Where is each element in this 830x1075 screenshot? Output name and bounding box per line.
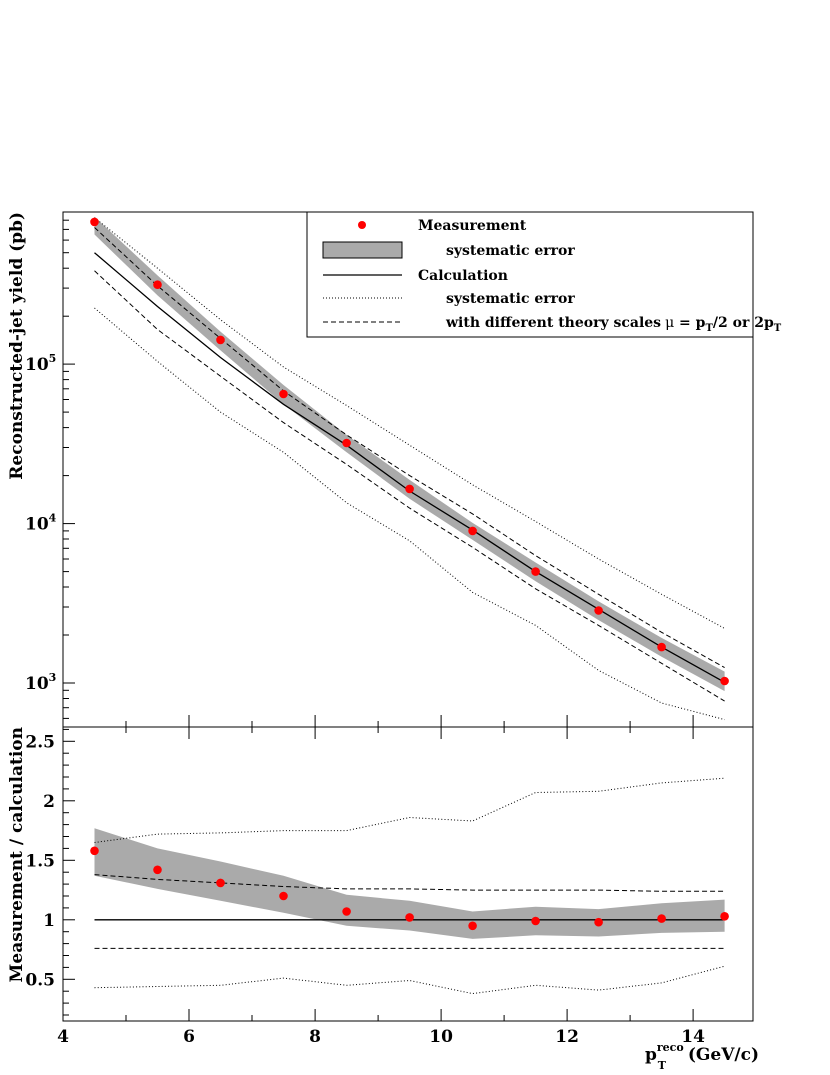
legend-calculation-label: Calculation: [418, 268, 508, 284]
legend-mu: μ: [665, 315, 674, 331]
bottom-y-tick-labels: 0.5 1 1.5 2 2.5: [25, 732, 55, 990]
x-axis-title-sub: T: [658, 1059, 667, 1072]
top-y-axis-title: Reconstructed-jet yield (pb): [7, 212, 27, 480]
top-measurement-point-0: [90, 217, 99, 227]
x-tick-label-5: 14: [681, 1027, 705, 1047]
legend-measurement-marker: [358, 221, 366, 229]
legend-math-sub2: T: [774, 323, 782, 334]
bottom-x-tick-labels: 4 6 8 10 12 14: [57, 1027, 705, 1047]
top-measurement-point-9: [657, 642, 666, 652]
top-dotted-upper-line: [94, 217, 725, 629]
tick-exponent: 3: [49, 671, 57, 684]
tick-base: 10: [25, 515, 49, 535]
tick-base: 10: [25, 355, 49, 375]
top-dashed-upper-line: [94, 227, 725, 669]
x-axis-title-main: p: [645, 1045, 657, 1065]
legend-band-swatch: [322, 241, 403, 259]
x-axis-title: preco T (GeV/c): [645, 1041, 759, 1072]
legend: Measurement systematic error Calculation…: [306, 211, 782, 338]
tick-exponent: 5: [49, 352, 57, 365]
x-tick-label-2: 8: [309, 1027, 321, 1047]
bottom-measurement-point-1: [153, 865, 162, 875]
top-measurement-point-6: [468, 526, 477, 536]
x-axis-title-unit: (GeV/c): [682, 1045, 759, 1065]
legend-math-eq: = p: [674, 315, 705, 331]
bottom-measurement-point-3: [279, 891, 288, 901]
top-measurement-point-10: [720, 676, 729, 686]
bottom-measurement-point-0: [90, 846, 99, 856]
top-measurement-point-4: [342, 438, 351, 448]
legend-dashed-label-text: with different theory scales: [445, 315, 661, 331]
x-tick-label-0: 4: [57, 1027, 69, 1047]
bottom-measurement-point-9: [657, 914, 666, 923]
bottom-measurement-point-10: [720, 912, 729, 921]
bottom-systematic-band: [94, 828, 725, 939]
top-data-layer: [90, 216, 729, 721]
bottom-dotted-upper-line: [94, 777, 725, 843]
legend-dashed-label: with different theory scales μ = pT/2 or …: [445, 315, 782, 334]
legend-math-mid: /2 or 2p: [713, 315, 774, 331]
bottom-measurement-point-6: [468, 921, 477, 931]
bottom-dotted-lower-line: [94, 965, 725, 995]
top-y-tick-label-2: 105: [25, 352, 56, 375]
bottom-measurement-point-7: [531, 916, 540, 926]
top-dashed-lower-line: [94, 270, 725, 702]
legend-dotted-label: systematic error: [446, 291, 575, 307]
bottom-measurement-point-4: [342, 907, 351, 916]
tick-exponent: 4: [49, 512, 57, 525]
bottom-y-axis-title: Measurement / calculation: [7, 727, 27, 982]
x-tick-label-1: 6: [183, 1027, 195, 1047]
top-axis-ticks: [62, 211, 694, 727]
bottom-y-tick-label-0: 0.5: [25, 970, 55, 990]
legend-band-label: systematic error: [446, 243, 575, 259]
top-measurement-point-5: [405, 484, 414, 494]
x-tick-label-4: 12: [555, 1027, 579, 1047]
top-dotted-lower-line: [94, 307, 725, 721]
bottom-axis-ticks: [62, 727, 694, 1021]
bottom-measurement-point-8: [594, 917, 603, 927]
bottom-y-tick-label-3: 2: [43, 792, 55, 812]
bottom-plot-frame: [62, 726, 754, 1022]
bottom-dashed-upper-line: [94, 874, 725, 892]
x-axis-title-sup: reco: [657, 1041, 684, 1054]
x-tick-label-3: 10: [429, 1027, 453, 1047]
top-measurement-point-7: [531, 567, 540, 576]
top-measurement-point-2: [216, 335, 225, 345]
top-measurement-point-3: [279, 389, 288, 399]
bottom-y-tick-label-2: 1.5: [25, 851, 55, 871]
bottom-panel: 0.5 1 1.5 2 2.5 4 6 8 10 12 14 Measurement / calc…: [7, 726, 759, 1072]
legend-measurement-label: Measurement: [418, 218, 527, 234]
top-y-tick-label-0: 103: [25, 671, 56, 694]
top-y-tick-label-1: 104: [25, 512, 57, 535]
tick-base: 10: [25, 674, 49, 694]
bottom-y-tick-label-1: 1: [43, 911, 55, 931]
top-measurement-point-1: [153, 280, 162, 290]
bottom-y-tick-label-4: 2.5: [25, 732, 55, 752]
legend-math-sub1: T: [705, 323, 713, 334]
top-measurement-point-8: [594, 606, 603, 615]
bottom-measurement-point-2: [216, 878, 225, 888]
bottom-data-layer: [90, 777, 729, 995]
bottom-measurement-point-5: [405, 913, 414, 922]
